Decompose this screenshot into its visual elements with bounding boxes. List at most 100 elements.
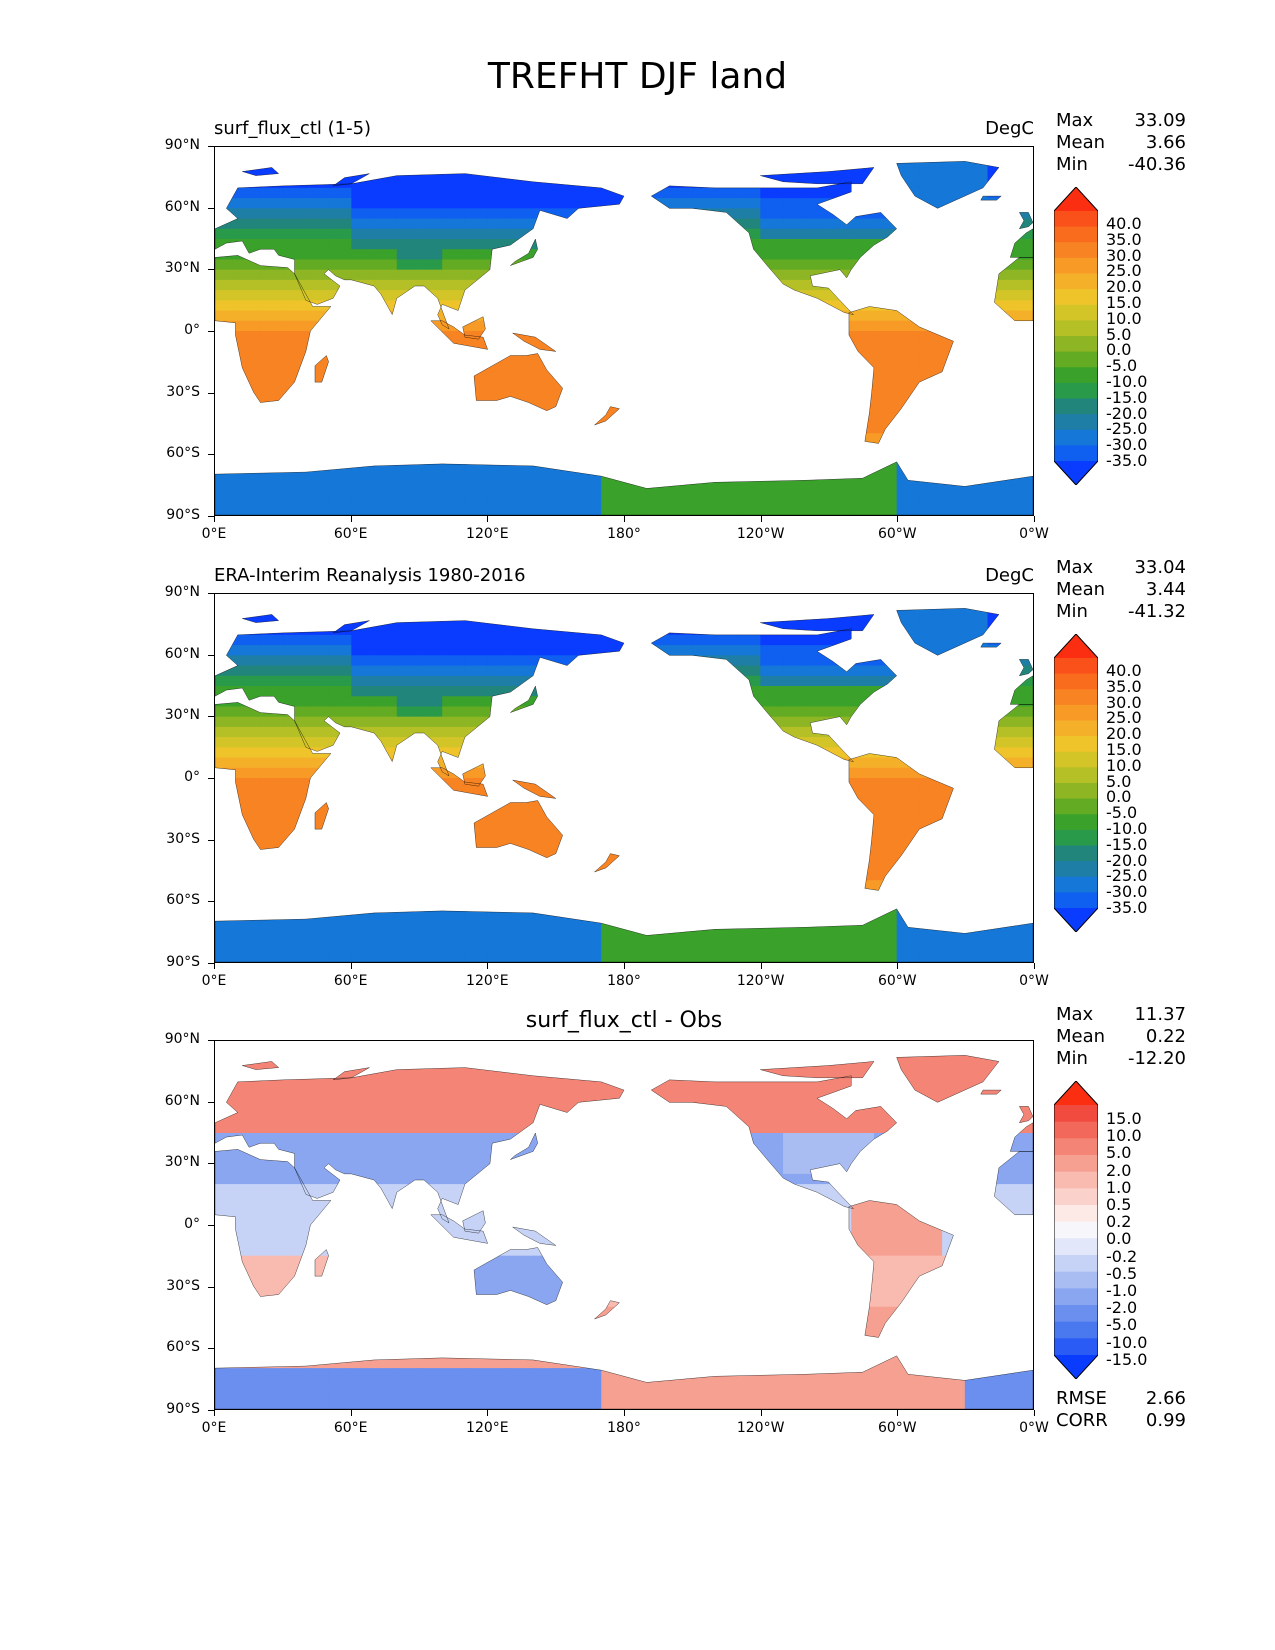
- map-panel-model: surf_flux_ctl (1-5) DegC Max 33.09 Mean 3.…: [0, 0, 1275, 542]
- map-canvas: [215, 147, 1033, 515]
- x-tick-label: 60°E: [333, 526, 368, 542]
- y-tick-label: 90°S: [166, 954, 200, 970]
- coastline-madagascar: [315, 803, 329, 830]
- coastline-novaya: [333, 621, 369, 633]
- colorbar-tick-label: -10.0: [1106, 1332, 1148, 1352]
- x-tick-label: 0°W: [1019, 973, 1049, 989]
- coastline-greenland: [897, 1055, 999, 1102]
- colorbar-bin: [1054, 1188, 1098, 1206]
- colorbar-tick-label: 0.0: [1106, 787, 1132, 807]
- y-tick-mark: [208, 1410, 214, 1411]
- x-tick-label: 60°W: [877, 526, 917, 542]
- y-tick-mark: [208, 963, 214, 964]
- y-tick-label: 30°S: [166, 1277, 200, 1294]
- coastline-greenland: [897, 608, 999, 655]
- coastline-borneo: [463, 764, 486, 786]
- coastline-namerica: [651, 629, 896, 762]
- x-tick-label: 120°W: [736, 973, 785, 989]
- colorbar-tick-label: -2.0: [1106, 1298, 1138, 1318]
- x-tick-mark: [897, 963, 899, 969]
- x-tick-mark: [487, 963, 489, 969]
- colorbar-bin: [1054, 429, 1098, 446]
- y-tick-mark: [208, 1163, 214, 1165]
- coastline-arctic_isl: [760, 1061, 874, 1077]
- map-canvas: [215, 594, 1033, 962]
- y-tick-mark: [208, 778, 214, 779]
- colorbar-tick-label: -30.0: [1106, 435, 1148, 455]
- x-tick-label: 120°E: [466, 526, 509, 542]
- colorbar: [1054, 1081, 1098, 1379]
- coastline-eu_west: [1010, 229, 1033, 258]
- coastline-antarctica: [215, 462, 1033, 515]
- colorbar-tick-label: -15.0: [1106, 1349, 1148, 1369]
- stats-box: Max 33.04 Mean 3.44 Min -41.32: [1056, 557, 1186, 623]
- colorbar-bin: [1054, 257, 1098, 275]
- x-tick-mark: [350, 516, 352, 522]
- colorbar-bin: [1054, 1171, 1098, 1189]
- y-tick-mark: [208, 1040, 214, 1041]
- coastline-japan: [510, 1133, 537, 1160]
- map-frame: [214, 1040, 1034, 1410]
- y-tick-label: 0°: [184, 322, 200, 338]
- coastline-nz: [594, 1301, 619, 1319]
- y-tick-label: 90°S: [166, 507, 200, 523]
- colorbar-bin: [1054, 1105, 1098, 1123]
- colorbar-bin: [1054, 1205, 1098, 1223]
- x-tick-label: 120°W: [736, 526, 785, 542]
- y-tick-mark: [208, 1101, 214, 1103]
- colorbar-extend-min: [1054, 1355, 1098, 1379]
- colorbar-bin: [1054, 304, 1098, 321]
- colorbar-tick-label: -15.0: [1106, 387, 1148, 407]
- y-tick-mark: [208, 716, 214, 718]
- coastline-eu_west: [1010, 676, 1033, 705]
- y-tick-mark: [208, 839, 214, 841]
- coastline-indonesia: [431, 321, 488, 350]
- stat-mean: Mean 3.44: [1056, 579, 1186, 600]
- coastline-novaya: [333, 1068, 369, 1080]
- y-tick-label: 60°N: [164, 198, 200, 215]
- stat-min: Min -40.36: [1056, 154, 1186, 175]
- coastline-samerica: [849, 753, 954, 890]
- x-tick-mark: [350, 1410, 352, 1416]
- colorbar-bin: [1054, 1271, 1098, 1289]
- colorbar-bin: [1054, 1221, 1098, 1239]
- colorbar-tick-label: -25.0: [1106, 419, 1148, 439]
- coastline-namerica: [651, 1076, 896, 1209]
- y-tick-mark: [208, 331, 214, 332]
- y-tick-label: 90°S: [166, 1401, 200, 1417]
- colorbar-tick-label: 0.0: [1106, 340, 1132, 360]
- colorbar-bin: [1054, 845, 1098, 862]
- colorbar-bin: [1054, 1321, 1098, 1339]
- coastline-britain: [1019, 212, 1033, 228]
- coastline-iceland: [981, 196, 1001, 200]
- y-tick-label: 30°S: [166, 383, 200, 400]
- coastline-japan: [510, 239, 537, 266]
- colorbar-tick-label: 40.0: [1106, 214, 1142, 233]
- colorbar-tick-label: 0.5: [1106, 1195, 1132, 1215]
- colorbar-tick-label: -15.0: [1106, 834, 1148, 854]
- coastline-indonesia: [431, 1215, 488, 1244]
- colorbar-bin: [1054, 1121, 1098, 1139]
- x-tick-mark: [214, 1410, 215, 1416]
- colorbar-bin: [1054, 689, 1098, 706]
- map-frame: [214, 146, 1034, 516]
- x-tick-mark: [1034, 963, 1035, 969]
- colorbar-tick-label: 10.0: [1106, 308, 1142, 328]
- stats-box: Max 33.09 Mean 3.66 Min -40.36: [1056, 110, 1186, 176]
- x-tick-label: 0°E: [201, 973, 227, 989]
- colorbar-tick-label: -5.0: [1106, 1315, 1138, 1335]
- x-tick-mark: [487, 1410, 489, 1416]
- x-tick-label: 0°W: [1019, 526, 1049, 542]
- colorbar-extend-max: [1054, 634, 1098, 658]
- x-tick-label: 120°W: [736, 1420, 785, 1436]
- land-field: [215, 1055, 1033, 1409]
- panel-title: ERA-Interim Reanalysis 1980-2016: [214, 565, 526, 586]
- y-tick-label: 90°N: [164, 137, 200, 153]
- colorbar-tick-label: 35.0: [1106, 676, 1142, 696]
- coastline-novaya: [333, 174, 369, 186]
- colorbar-tick-label: 40.0: [1106, 661, 1142, 680]
- coastline-nz: [594, 854, 619, 872]
- y-tick-label: 30°N: [164, 707, 200, 724]
- colorbar-bin: [1054, 242, 1098, 259]
- stat-max: Max 11.37: [1056, 1004, 1186, 1025]
